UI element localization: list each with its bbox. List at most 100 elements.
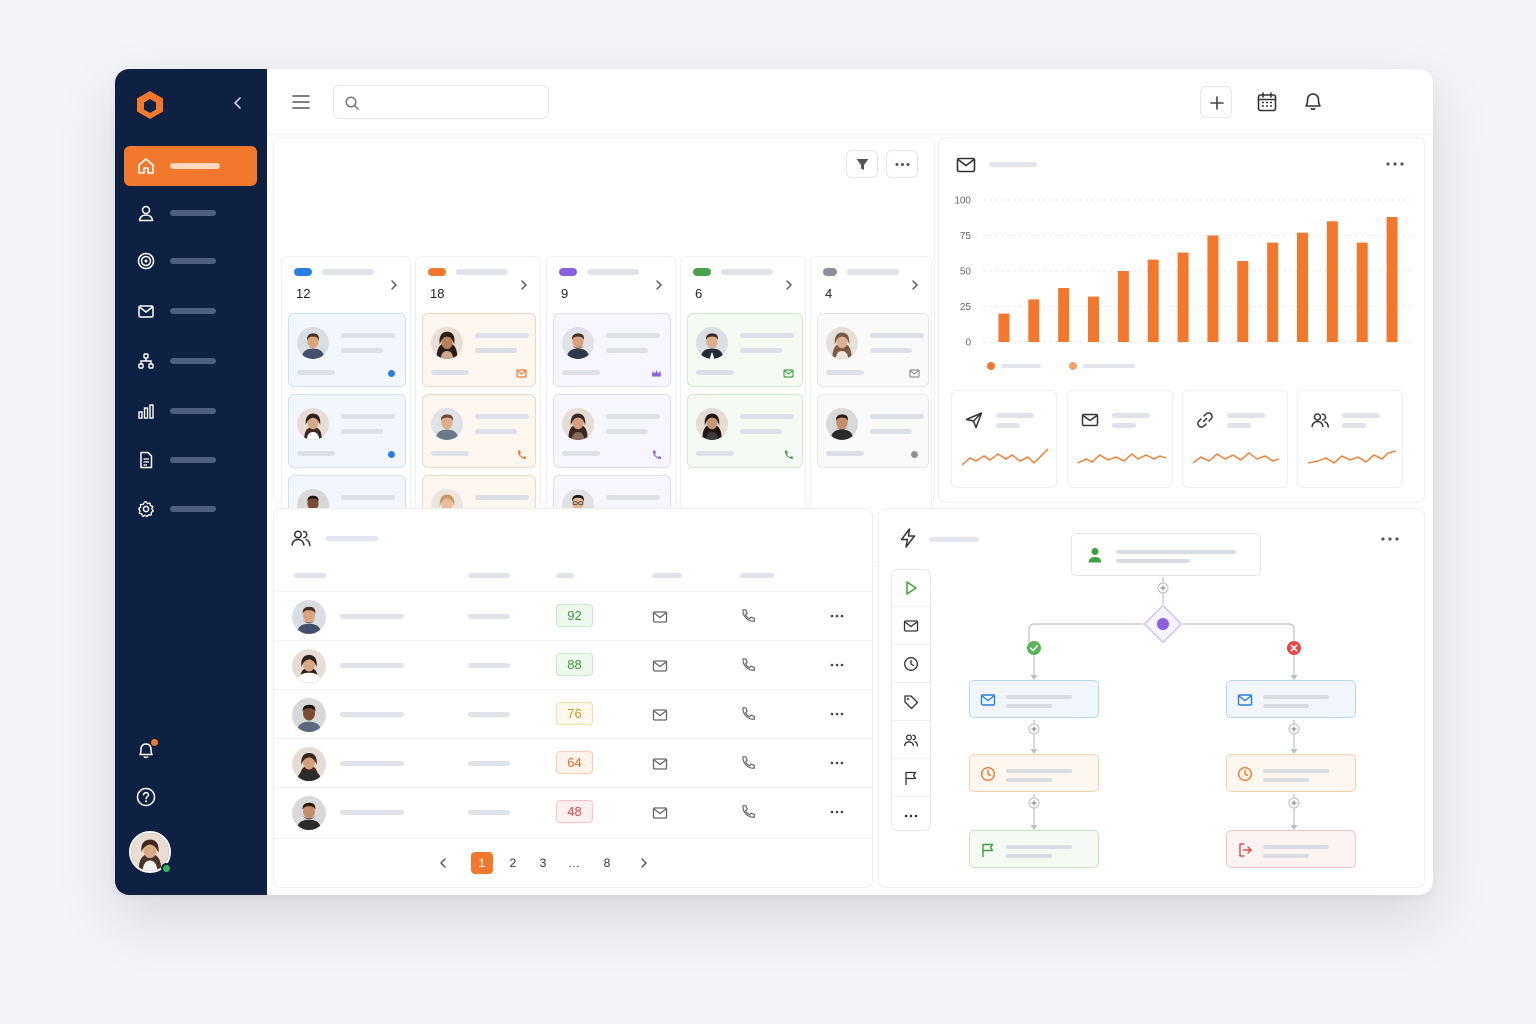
chart-bar[interactable]	[1088, 296, 1099, 342]
sidebar-item-reports[interactable]	[124, 391, 257, 431]
more-icon[interactable]	[829, 657, 845, 673]
bell-icon[interactable]	[1301, 89, 1325, 113]
deal-card[interactable]	[553, 313, 671, 387]
column-header[interactable]	[740, 573, 774, 578]
deal-card[interactable]	[288, 313, 406, 387]
page-button[interactable]: 2	[509, 856, 517, 870]
chevron-right-icon[interactable]	[909, 279, 921, 291]
flow-email-node[interactable]	[969, 680, 1099, 718]
table-row[interactable]: 48	[274, 787, 872, 836]
sidebar-item-documents[interactable]	[124, 440, 257, 480]
flow-delay-node[interactable]	[1226, 754, 1356, 792]
chart-bar[interactable]	[998, 313, 1010, 342]
deal-card[interactable]	[553, 394, 671, 468]
help-icon[interactable]	[135, 786, 157, 808]
more-icon[interactable]	[829, 804, 845, 820]
chevron-right-icon[interactable]	[653, 279, 665, 291]
deal-card[interactable]	[288, 394, 406, 468]
tool-more[interactable]	[892, 797, 930, 835]
hexagon-logo-icon[interactable]	[135, 89, 165, 121]
chart-bar[interactable]	[1147, 259, 1159, 342]
prev-page-icon[interactable]	[436, 856, 450, 870]
tool-goal[interactable]	[892, 759, 930, 797]
page-button[interactable]: 1	[471, 852, 493, 874]
deal-card[interactable]	[687, 313, 803, 387]
more-icon[interactable]	[829, 755, 845, 771]
search-input[interactable]	[333, 85, 549, 119]
filter-button[interactable]	[846, 150, 878, 178]
add-button[interactable]	[1200, 86, 1232, 118]
flow-delay-node[interactable]	[969, 754, 1099, 792]
mail-icon[interactable]	[652, 609, 668, 625]
chart-bar[interactable]	[1207, 235, 1219, 343]
flow-goal-node[interactable]	[969, 830, 1099, 868]
column-header[interactable]	[468, 573, 510, 578]
next-page-icon[interactable]	[637, 856, 651, 870]
mail-icon[interactable]	[652, 707, 668, 723]
chart-bar[interactable]	[1356, 242, 1368, 342]
phone-icon[interactable]	[740, 804, 756, 820]
page-button[interactable]: 3	[539, 856, 547, 870]
table-row[interactable]: 76	[274, 689, 872, 738]
stat-card-opened[interactable]	[1067, 390, 1173, 488]
calendar-icon[interactable]	[1255, 90, 1279, 114]
sidebar-item-targets[interactable]	[124, 241, 257, 281]
chart-bar[interactable]	[1386, 217, 1398, 342]
collapse-sidebar-icon[interactable]	[231, 96, 245, 110]
mail-icon[interactable]	[652, 756, 668, 772]
condition-node-icon[interactable]	[1143, 604, 1183, 644]
chart-bar[interactable]	[1028, 299, 1040, 342]
column-header[interactable]	[652, 573, 682, 578]
more-icon[interactable]	[1385, 156, 1405, 172]
chart-bar[interactable]	[1058, 288, 1070, 342]
deal-card[interactable]	[422, 313, 536, 387]
avatar[interactable]	[129, 831, 171, 873]
phone-icon[interactable]	[740, 755, 756, 771]
deal-card[interactable]	[817, 313, 929, 387]
chevron-right-icon[interactable]	[388, 279, 400, 291]
tool-email[interactable]	[892, 607, 930, 645]
stat-card-clicks[interactable]	[1182, 390, 1288, 488]
more-options-button[interactable]	[886, 150, 918, 178]
sidebar-item-mail[interactable]	[124, 291, 257, 331]
chart-bar[interactable]	[1237, 261, 1249, 342]
tool-audience[interactable]	[892, 721, 930, 759]
sidebar-item-settings[interactable]	[124, 489, 257, 529]
stat-card-audience[interactable]	[1297, 390, 1403, 488]
sidebar-item-home[interactable]	[124, 146, 257, 186]
chevron-right-icon[interactable]	[783, 279, 795, 291]
table-row[interactable]: 64	[274, 738, 872, 787]
chart-bar[interactable]	[1177, 252, 1189, 342]
tool-tag[interactable]	[892, 683, 930, 721]
chart-bar[interactable]	[1326, 221, 1338, 342]
stat-card-sent[interactable]	[951, 390, 1057, 488]
flow-trigger-node[interactable]	[1071, 533, 1261, 576]
phone-icon[interactable]	[740, 608, 756, 624]
phone-icon[interactable]	[740, 706, 756, 722]
mail-icon[interactable]	[652, 658, 668, 674]
column-header[interactable]	[556, 573, 574, 578]
mail-icon[interactable]	[652, 805, 668, 821]
chevron-right-icon[interactable]	[518, 279, 530, 291]
chart-bar[interactable]	[1267, 242, 1279, 342]
menu-icon[interactable]	[291, 93, 311, 111]
table-row[interactable]: 88	[274, 640, 872, 689]
sidebar-item-contacts[interactable]	[124, 193, 257, 233]
bell-icon[interactable]	[135, 739, 157, 761]
sidebar-item-hierarchy[interactable]	[124, 341, 257, 381]
chart-bar[interactable]	[1117, 271, 1129, 342]
column-header[interactable]	[294, 573, 326, 578]
tool-trigger[interactable]	[892, 569, 930, 607]
more-icon[interactable]	[829, 608, 845, 624]
deal-card[interactable]	[817, 394, 929, 468]
flow-email-node[interactable]	[1226, 680, 1356, 718]
deal-card[interactable]	[422, 394, 536, 468]
tool-delay[interactable]	[892, 645, 930, 683]
deal-card[interactable]	[687, 394, 803, 468]
more-icon[interactable]	[829, 706, 845, 722]
flow-exit-node[interactable]	[1226, 830, 1356, 868]
more-icon[interactable]	[1380, 531, 1400, 547]
table-row[interactable]: 92	[274, 591, 872, 640]
chart-bar[interactable]	[1297, 232, 1308, 342]
page-button[interactable]: 8	[603, 856, 611, 870]
